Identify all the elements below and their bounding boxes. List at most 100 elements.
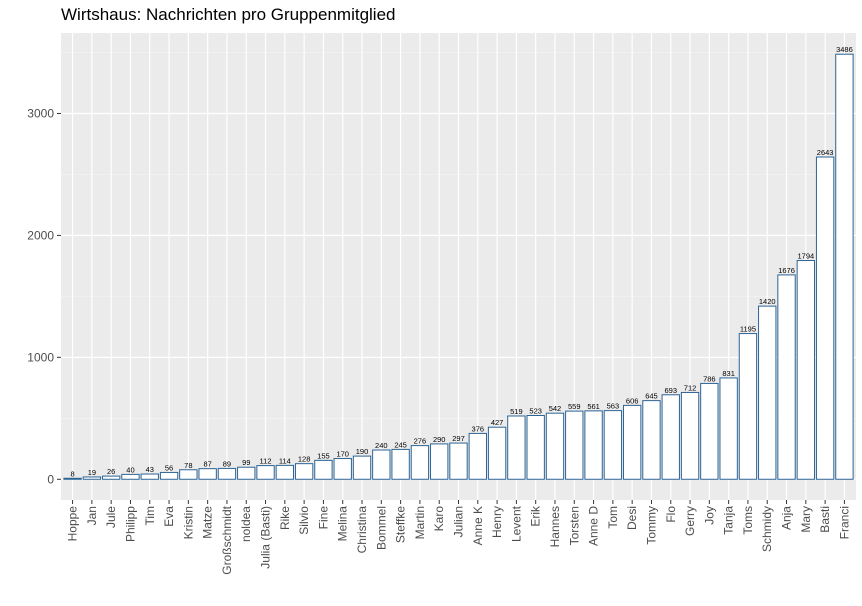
bar-jan (82, 476, 102, 480)
data-label: 112 (260, 457, 272, 466)
bar-torsten (565, 410, 584, 480)
x-tick-label: noldea (239, 506, 253, 542)
x-tick-label: Kristin (181, 506, 195, 539)
data-label: 290 (433, 435, 446, 444)
x-tick-label: Anne K (471, 506, 485, 545)
data-label: 2643 (817, 148, 834, 157)
bar-henry (487, 426, 507, 480)
x-tick-label: Tommy (644, 506, 658, 545)
chart-title: Wirtshaus: Nachrichten pro Gruppenmitgli… (61, 5, 396, 24)
bar-silvio (294, 463, 314, 480)
x-tick-label: Joy (702, 506, 716, 525)
data-label: 645 (645, 392, 658, 401)
bar-matze (198, 468, 217, 480)
y-tick-label: 1000 (27, 350, 54, 364)
data-label: 8 (70, 469, 74, 478)
data-label: 559 (568, 402, 581, 411)
data-label: 1676 (778, 266, 795, 275)
bar-tim (140, 473, 159, 480)
data-label: 523 (529, 407, 542, 416)
bar-steffke (391, 448, 410, 480)
data-label: 87 (203, 460, 211, 469)
x-tick-label: Desi (625, 506, 639, 530)
x-tick-label: Christina (355, 506, 369, 554)
x-tick-label: Matze (201, 506, 215, 539)
x-tick-label: Fine (316, 506, 330, 530)
x-tick-label: Philipp (123, 506, 137, 542)
bar-flo (661, 394, 680, 480)
data-label: 693 (664, 386, 677, 395)
x-tick-label: Martin (413, 506, 427, 539)
data-label: 128 (298, 455, 311, 464)
data-label: 155 (317, 451, 330, 460)
x-tick-label: Jan (85, 506, 99, 525)
data-label: 297 (452, 434, 465, 443)
bar-julian (449, 442, 468, 480)
data-label: 519 (510, 407, 523, 416)
bar-rike (275, 464, 295, 480)
bar-tanja (719, 377, 738, 480)
bar-levent (507, 415, 526, 480)
x-tick-label: Anja (780, 506, 794, 530)
bar-anne-k (468, 432, 487, 480)
bar-melina (333, 458, 352, 480)
x-tick-label: Rike (278, 506, 292, 530)
x-tick-label: Steffke (394, 506, 408, 543)
x-tick-label: Henry (490, 506, 504, 538)
x-tick-label: Basti (818, 506, 832, 533)
y-tick-label: 0 (47, 472, 54, 486)
x-tick-label: Tom (606, 506, 620, 529)
data-label: 43 (146, 465, 154, 474)
x-tick-label: Toms (741, 506, 755, 535)
data-label: 245 (394, 440, 407, 449)
data-label: 542 (549, 404, 562, 413)
bar-eva (159, 471, 179, 480)
bar-hannes (545, 412, 565, 480)
bar-toms (738, 333, 758, 480)
data-label: 26 (107, 467, 115, 476)
bar-philipp (121, 473, 140, 480)
data-label: 563 (607, 402, 620, 411)
data-label: 240 (375, 441, 388, 450)
data-label: 170 (336, 450, 349, 459)
bar-jule (101, 475, 121, 480)
data-label: 561 (587, 402, 600, 411)
bar-fine (314, 459, 333, 480)
data-label: 1794 (797, 252, 814, 261)
bar-hoppe (63, 477, 82, 480)
x-tick-label: Melina (336, 506, 350, 542)
x-tick-label: Flo (664, 506, 678, 523)
data-label: 831 (722, 369, 735, 378)
bar-gro-schmidt (217, 467, 237, 480)
bar-schmidy (758, 305, 777, 480)
x-tick-label: Julian (452, 506, 466, 537)
bar-julia-basti- (256, 465, 275, 480)
x-tick-label: Tim (143, 506, 157, 526)
bar-christina (352, 455, 372, 480)
data-label: 190 (356, 447, 369, 456)
x-tick-label: Jule (104, 506, 118, 528)
bar-tommy (642, 400, 661, 480)
bar-desi (622, 404, 642, 480)
x-tick-label: Erik (529, 505, 543, 527)
data-label: 427 (491, 418, 504, 427)
data-label: 1195 (740, 325, 756, 334)
bar-karo (430, 443, 449, 480)
x-tick-label: Karo (432, 506, 446, 532)
bar-anja (777, 274, 796, 480)
x-tick-label: Schmidy (760, 506, 774, 552)
data-label: 78 (184, 461, 192, 470)
bar-noldea (237, 466, 256, 480)
x-tick-label: Levent (509, 505, 523, 542)
data-label: 276 (414, 437, 427, 446)
x-tick-label: Torsten (567, 506, 581, 545)
x-tick-label: Mary (799, 506, 813, 533)
x-tick-label: Franci (837, 506, 851, 539)
data-label: 606 (626, 396, 639, 405)
data-label: 56 (165, 463, 173, 472)
data-label: 376 (472, 424, 485, 433)
bar-kristin (179, 469, 198, 480)
x-tick-label: Julia (Basti) (259, 506, 273, 569)
data-label: 712 (684, 383, 697, 392)
